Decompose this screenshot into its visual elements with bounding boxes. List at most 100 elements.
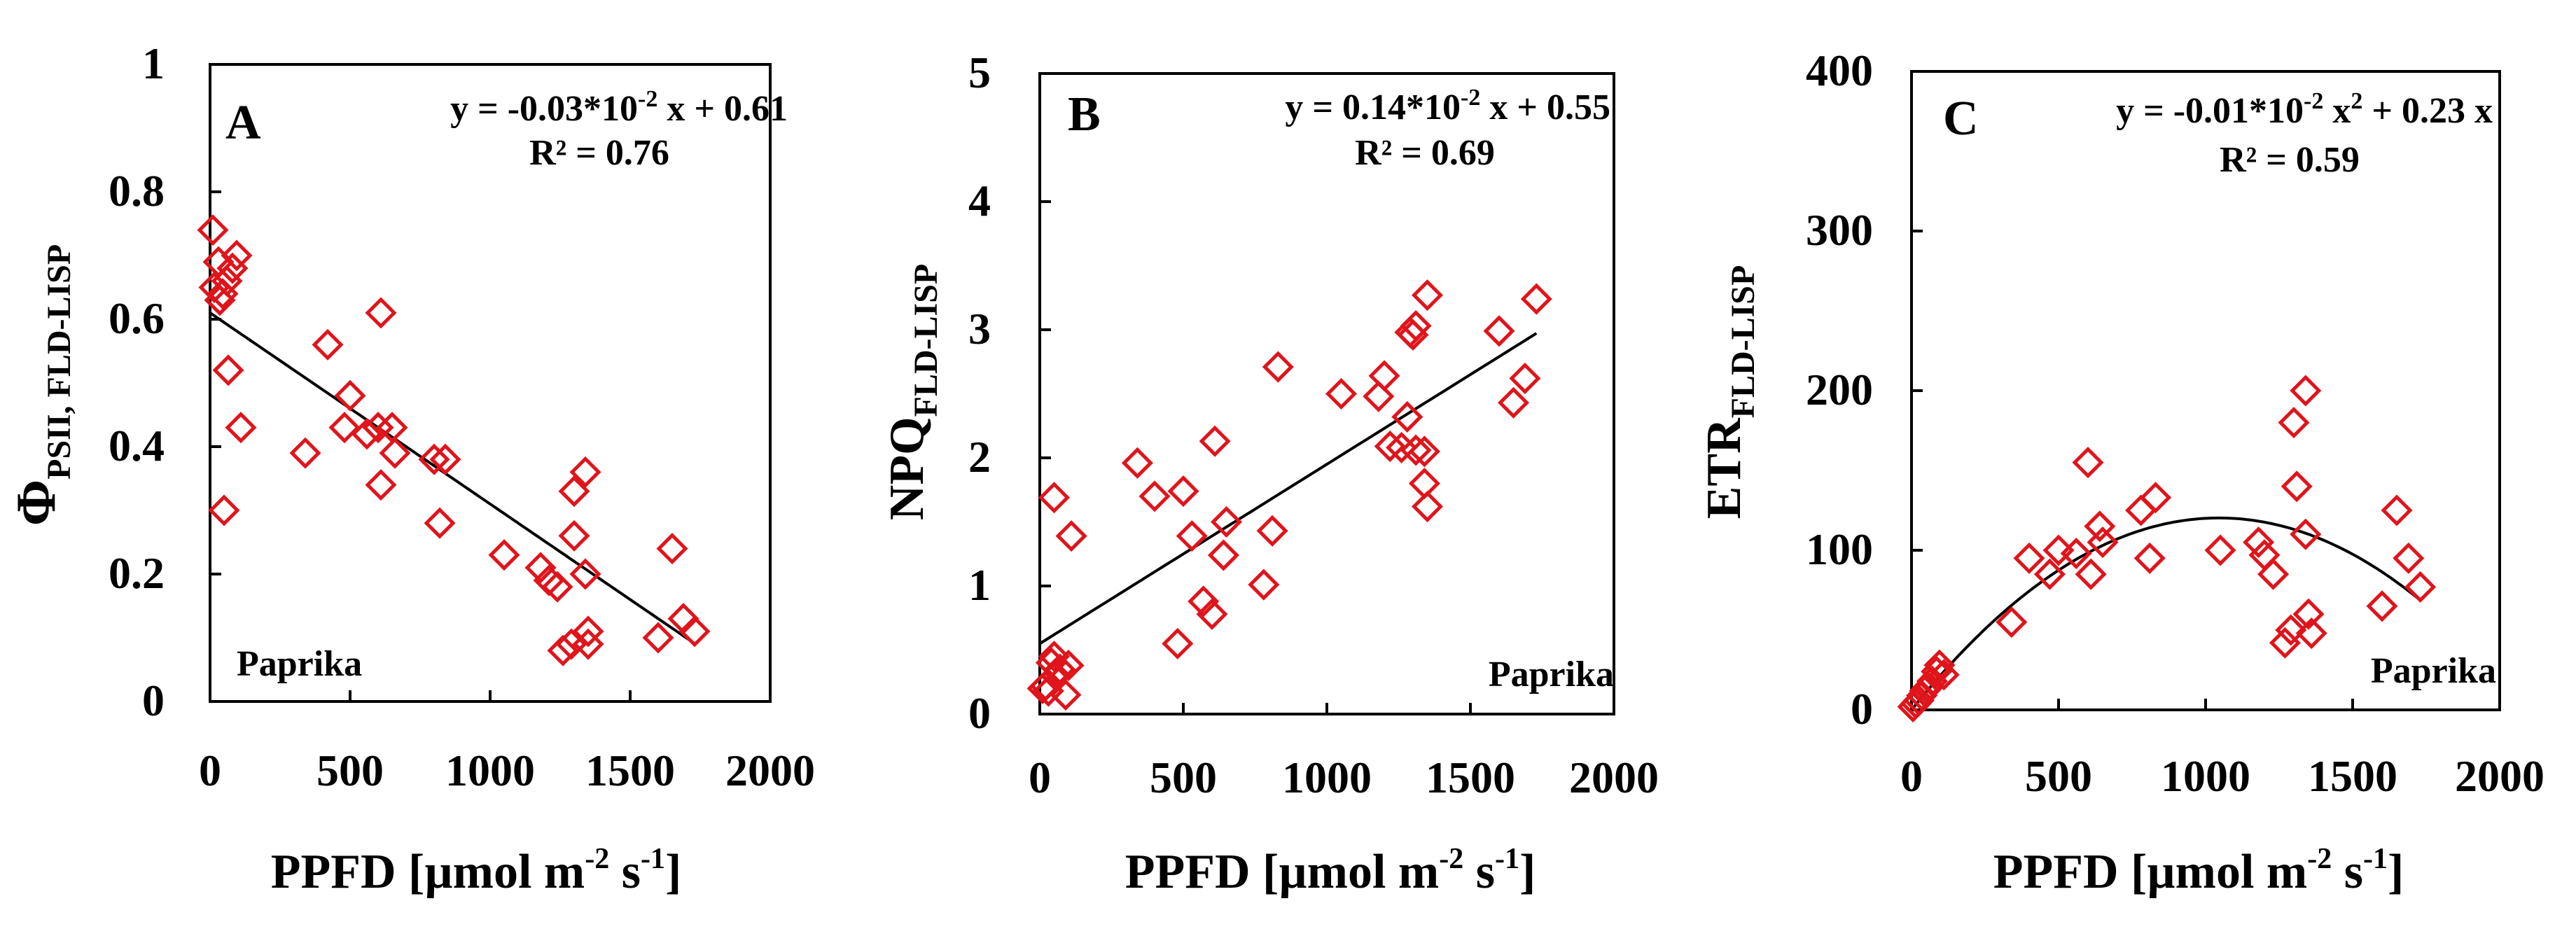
- panel-a-letter: A: [225, 96, 261, 150]
- panel-b-data-point: [1055, 520, 1087, 552]
- panel-a-data-point: [558, 475, 590, 508]
- panel-c-data-point: [2042, 534, 2075, 566]
- panel-a-data-point: [289, 437, 321, 469]
- panel-c-data-point: [2133, 542, 2166, 574]
- panel-b-data-point: [1050, 679, 1082, 711]
- panel-c-data-point: [2381, 494, 2413, 526]
- panel-a-data-point: [541, 571, 573, 603]
- panel-b-x-tick-label: 500: [1150, 753, 1217, 802]
- panel-a-data-point: [424, 507, 456, 539]
- panel-b-data-point: [1411, 491, 1444, 523]
- panel-a-x-axis-title: PPFD [µmol m-2 s-1]: [271, 843, 682, 899]
- panel-b-x-tick-label: 1000: [1282, 753, 1372, 802]
- panel-a-x-tick-label: 2000: [725, 746, 815, 795]
- panel-c-fit-line: [1910, 516, 2421, 711]
- panel-c-data-point: [2366, 590, 2398, 622]
- panel-c-crop-label: Paprika: [2371, 651, 2496, 691]
- panel-a-data-point: [656, 533, 688, 565]
- panel-c-data-point: [2084, 510, 2116, 543]
- panel-c-data-point: [2295, 617, 2327, 650]
- panel-a-data-point: [379, 437, 411, 469]
- panel-c-data-point: [2033, 558, 2066, 590]
- panel-c-plot-area: [1897, 70, 2501, 722]
- panel-c-x-tick-label: 1000: [2161, 751, 2250, 801]
- panel-c-r-squared: R² = 0.59: [2220, 140, 2360, 180]
- panel-c-data-point: [2281, 470, 2313, 503]
- panel-b-data-point: [1400, 309, 1432, 342]
- panel-a-data-point: [208, 494, 240, 526]
- panel-c-x-tick-labels: 0 500 1000 1500 2000: [1900, 751, 2544, 801]
- panel-c-data-point: [2275, 614, 2307, 646]
- panel-b-y-tick-labels: 0 1 2 3 4 5: [968, 48, 991, 738]
- panel-a-data-point: [429, 443, 461, 475]
- panel-c-x-tick-label: 2000: [2455, 751, 2544, 801]
- panel-b-equation: y = 0.14*10-2 x + 0.55: [1285, 85, 1610, 127]
- panel-b-data-point: [1038, 641, 1071, 673]
- panel-b-y-tick-label: 2: [968, 432, 991, 482]
- panel-a-data-point: [678, 615, 711, 648]
- panel-b-data-point: [1139, 480, 1171, 512]
- panel-a-x-tick-label: 1000: [445, 746, 535, 795]
- panel-c: 0 100 200 300 400 0 500 1000 1500 2000 P…: [1697, 46, 2544, 899]
- panel-a-data-point: [418, 443, 450, 475]
- panel-a-x-tick-labels: 0 500 1000 1500 2000: [199, 746, 815, 795]
- panel-b-data-point: [1520, 283, 1552, 315]
- panel-a-y-tick-label: 0.6: [109, 293, 165, 343]
- panel-b-data-point: [1368, 360, 1400, 392]
- panel-c-letter: C: [1943, 92, 1979, 146]
- panel-b-crop-label: Paprika: [1489, 655, 1614, 694]
- panel-a-data-point: [312, 328, 344, 361]
- panel-c-x-tick-label: 500: [2025, 751, 2092, 801]
- panel-a-y-tick-label: 0.4: [109, 421, 165, 470]
- panel-a-data-point: [362, 412, 394, 444]
- panel-a-crop-label: Paprika: [237, 644, 362, 684]
- panel-c-data-point: [2013, 542, 2045, 574]
- panel-b-data-point: [1411, 279, 1444, 312]
- panel-a-data-point: [569, 456, 601, 488]
- panel-b-data-point: [1210, 505, 1243, 538]
- panel-b-data-point: [1248, 568, 1280, 601]
- panel-c-data-point: [1996, 606, 2028, 638]
- panel-b-data-point: [1162, 627, 1194, 659]
- panel-c-y-tick-label: 400: [1806, 46, 1873, 95]
- panel-b-data-point: [1167, 475, 1199, 508]
- panel-a-y-tick-labels: 0 0.2 0.4 0.6 0.8 1: [109, 39, 165, 725]
- panel-b-data-point: [1038, 482, 1071, 514]
- panel-c-equation: y = -0.01*10-2 x2 + 0.23 x: [2116, 88, 2493, 131]
- panel-a-data-point: [642, 622, 674, 654]
- panel-c-data-point: [2125, 494, 2157, 526]
- panel-b-letter: B: [1068, 88, 1101, 141]
- panel-b: 0 1 2 3 4 5 0 500 1000 1500 2000 PPFD [µ…: [880, 48, 1659, 899]
- panel-a-data-point: [365, 469, 397, 501]
- panel-b-data-point: [1509, 363, 1541, 395]
- panel-a-data-point: [197, 214, 229, 246]
- panel-c-data-point: [2060, 538, 2092, 570]
- panel-b-y-tick-label: 3: [968, 304, 991, 354]
- panel-b-x-tick-label: 0: [1029, 753, 1051, 802]
- panel-b-data-point: [1483, 315, 1515, 347]
- panel-b-x-tick-label: 1500: [1426, 753, 1515, 802]
- panel-b-y-tick-label: 0: [968, 688, 991, 738]
- panel-c-data-point: [1928, 659, 1960, 691]
- panel-b-data-point: [1052, 649, 1085, 681]
- panel-a-data-point: [365, 297, 397, 329]
- panel-c-data-point: [1923, 649, 1956, 681]
- panel-a-data-point: [572, 615, 604, 648]
- panel-b-data-point: [1400, 434, 1432, 466]
- panel-a-data-point: [351, 418, 383, 450]
- panel-c-data-point: [2257, 558, 2290, 590]
- panel-b-x-tick-labels: 0 500 1000 1500 2000: [1029, 753, 1659, 802]
- panel-c-data-point: [2087, 526, 2119, 559]
- panel-b-data-point: [1374, 430, 1406, 463]
- panel-b-x-tick-label: 2000: [1569, 753, 1659, 802]
- panel-b-y-tick-label: 5: [968, 48, 991, 97]
- panel-c-data-point: [2269, 627, 2301, 659]
- panel-c-data-point: [2140, 482, 2172, 514]
- panel-c-data-point: [2075, 558, 2107, 590]
- panel-b-data-point: [1196, 598, 1228, 630]
- panel-a-data-point: [221, 239, 253, 272]
- panel-b-data-point: [1497, 386, 1530, 419]
- panel-c-data-point: [2204, 534, 2236, 566]
- panel-c-y-tick-label: 200: [1806, 365, 1873, 414]
